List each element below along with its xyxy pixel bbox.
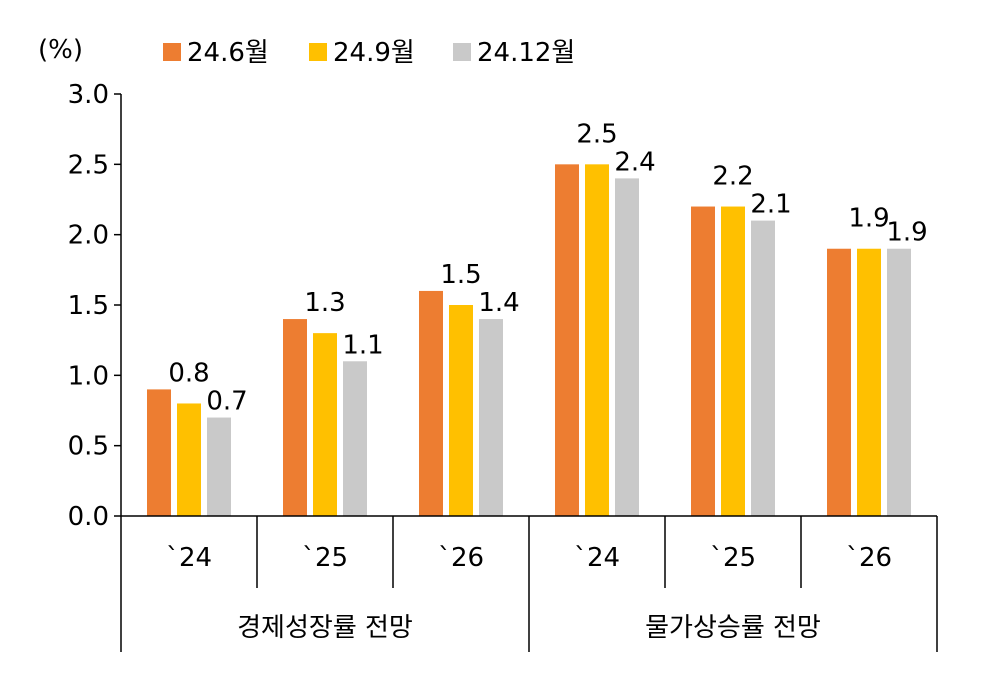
bar-3-3 [479,319,503,516]
bar-3-4 [615,178,639,516]
y-tick-label: 0.0 [68,502,109,532]
data-label: 1.4 [478,288,519,318]
data-label: 1.9 [886,218,927,248]
y-tick-label: 2.0 [68,221,109,251]
group-label: 물가상승률 전망 [645,613,821,643]
y-tick-label: 1.5 [68,291,109,321]
y-axis-unit-label: (%) [38,35,83,65]
legend-label-1: 24.6월 [187,38,269,68]
bar-2-3 [449,305,473,516]
bar-3-6 [887,248,911,516]
data-label: 2.4 [614,147,655,177]
data-label: 2.1 [750,190,791,220]
data-label: 0.8 [168,358,209,388]
y-tick-label: 3.0 [68,80,109,110]
y-tick-label: 0.5 [68,432,109,462]
y-axis: 0.0 0.5 1.0 1.5 2.0 2.5 3.0 [68,80,122,532]
data-label: 0.7 [206,387,247,417]
bar-1-3 [419,290,443,516]
bar-1-2 [283,319,307,516]
y-tick-label: 1.0 [68,361,109,391]
x-tick-label: `26 [438,543,484,573]
bar-2-2 [313,333,337,516]
x-tick-label: `25 [710,543,756,573]
bar-2-6 [857,248,881,516]
bar-2-4 [585,164,609,517]
bar-3-2 [343,361,367,516]
data-label: 2.2 [712,162,753,192]
legend-label-2: 24.9월 [333,38,415,68]
bar-2-1 [177,403,201,516]
legend-swatch-2 [309,43,327,61]
bar-1-6 [827,248,851,516]
bar-3-5 [751,220,775,516]
bars [147,164,911,517]
data-label: 2.5 [576,119,617,149]
legend: 24.6월 24.9월 24.12월 [163,38,575,68]
group-label: 경제성장률 전망 [237,613,413,643]
x-tick-label: `25 [302,543,348,573]
x-tick-label: `26 [846,543,892,573]
bar-1-5 [691,206,715,517]
bar-3-1 [207,417,231,516]
data-label: 1.1 [342,330,383,360]
bar-1-4 [555,164,579,517]
legend-label-3: 24.12월 [477,38,575,68]
data-labels: 0.80.7 1.3 1.1 1.51.4 2.52.4 2.22.1 1.91.9 [168,119,927,416]
legend-swatch-1 [163,43,181,61]
x-axis: `24 `25 `26 `24 `25 `26 경제성장률 전망 물가상승률 전망 [120,515,938,652]
data-label: 1.9 [848,204,889,234]
x-tick-label: `24 [166,543,212,573]
data-label: 1.3 [304,288,345,318]
legend-swatch-3 [453,43,471,61]
y-tick-label: 2.5 [68,150,109,180]
x-tick-label: `24 [574,543,620,573]
data-label: 1.5 [440,260,481,290]
bar-2-5 [721,206,745,517]
bar-1-1 [147,389,171,516]
